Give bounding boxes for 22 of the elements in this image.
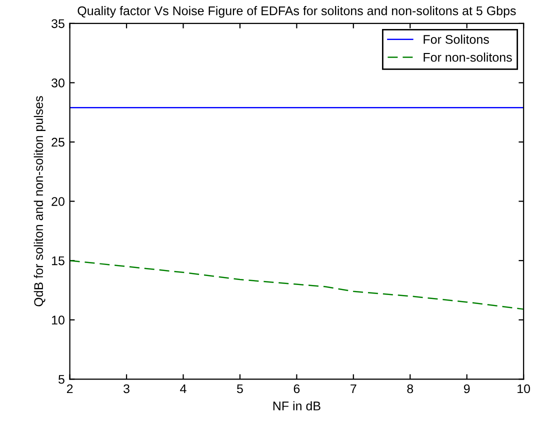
legend-label: For Solitons — [424, 34, 489, 44]
x-tick-label: 4 — [180, 384, 186, 394]
x-tick-label: 5 — [236, 384, 243, 394]
y-tick-label: 10 — [52, 316, 64, 325]
x-tick-label: 2 — [66, 384, 73, 394]
x-tick-label: 10 — [518, 384, 530, 394]
legend-label: For non-solitons — [424, 52, 512, 62]
x-axis-title: NF in dB — [273, 401, 320, 410]
x-tick-label: 9 — [464, 384, 470, 394]
y-tick-label: 25 — [52, 138, 64, 147]
y-axis-title: QdB for soliton and non-soliton pulses — [34, 96, 46, 306]
y-tick-label: 5 — [58, 375, 64, 384]
y-tick-label: 20 — [52, 197, 64, 206]
y-tick-label: 35 — [52, 19, 64, 28]
chart-title: Quality factor Vs Noise Figure of EDFAs for solitons and non-solitons at 5 Gbps — [78, 6, 516, 18]
y-tick-label: 15 — [52, 256, 64, 266]
line-series — [70, 260, 524, 310]
x-tick-label: 8 — [407, 384, 414, 394]
x-tick-label: 3 — [124, 384, 130, 394]
y-tick-label: 30 — [52, 78, 64, 88]
x-tick-label: 6 — [294, 384, 300, 394]
x-tick-label: 7 — [350, 384, 356, 394]
